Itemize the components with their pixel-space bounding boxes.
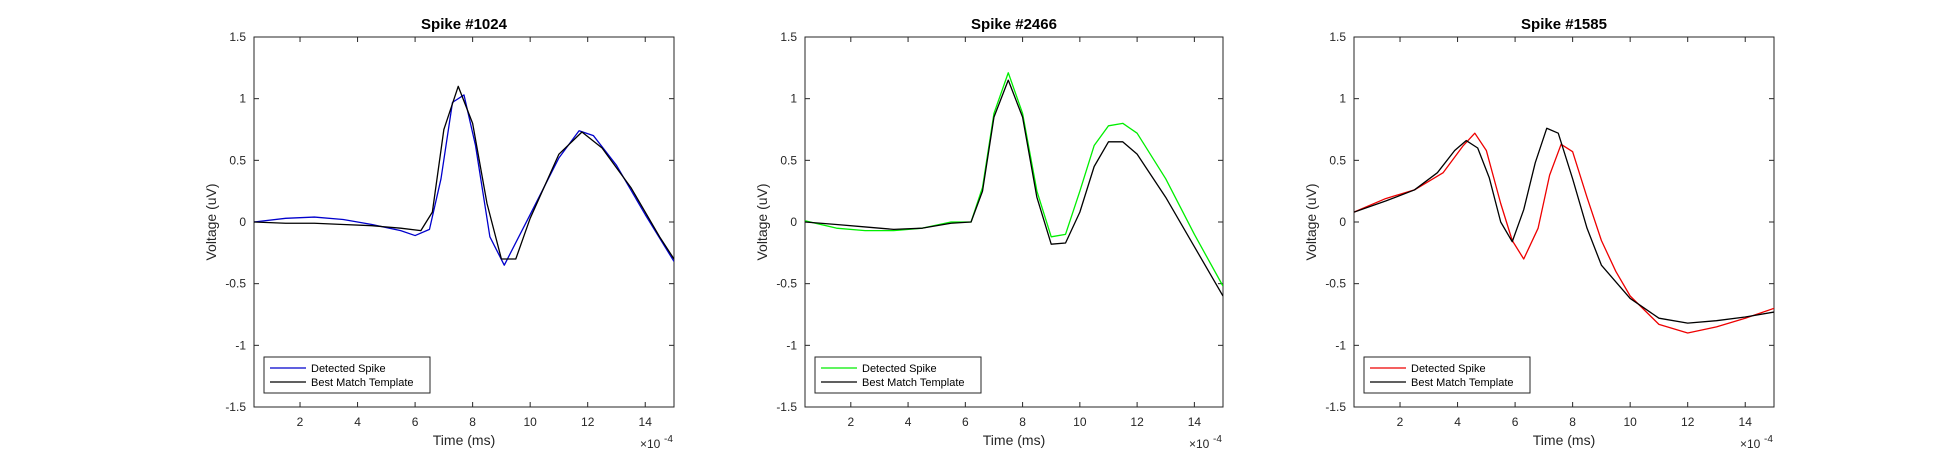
chart-title: Spike #1585 [1521, 16, 1607, 33]
x-tick-label: 10 [1073, 415, 1087, 429]
chart-panel-2: Spike #2466 -1.5 -1 -0.5 0 0.5 1 1.5 2 4 6 8 10 12 14 T… [754, 16, 1224, 451]
y-tick-label: -1.5 [776, 400, 797, 414]
x-tick-label: 14 [639, 415, 653, 429]
x-tick-label: 2 [1397, 415, 1404, 429]
y-axis-label: Voltage (uV) [203, 183, 219, 260]
y-tick-label: 1.5 [1329, 30, 1346, 44]
y-axis-label: Voltage (uV) [1303, 183, 1319, 260]
chart-panel-1: Spike #1024 -1.5 -1 -0.5 0 0.5 1 1.5 2 4 6 8 10 12 14 T… [203, 16, 675, 451]
y-tick-label: -0.5 [1325, 277, 1346, 291]
x-tick-label: 12 [1681, 415, 1695, 429]
x-tick-label: 8 [1019, 415, 1026, 429]
y-tick-label: 1 [790, 92, 797, 106]
legend-box [263, 356, 431, 394]
y-tick-label: 1.5 [229, 30, 246, 44]
x-tick-label: 8 [469, 415, 476, 429]
chart-title: Spike #2466 [971, 16, 1057, 33]
y-tick-label: -1 [235, 338, 246, 352]
legend-entry: Best Match Template [311, 377, 414, 389]
axes-box [804, 36, 1224, 408]
x-tick-label: 10 [1623, 415, 1637, 429]
x-tick-label: 6 [412, 415, 419, 429]
series-line-best-match-template [805, 79, 1223, 297]
y-tick-label: 0.5 [1329, 153, 1346, 167]
x-tick-label: 14 [1188, 415, 1202, 429]
y-tick-label: -1 [1335, 338, 1346, 352]
y-tick-label: 1.5 [780, 30, 797, 44]
x-exponent-label: ×10 [640, 437, 661, 451]
x-tick-label: 2 [297, 415, 304, 429]
y-tick-label: 1 [239, 92, 246, 106]
legend: Detected Spike Best Match Template [1363, 356, 1531, 394]
y-tick-label: 0.5 [780, 153, 797, 167]
x-tick-label: 12 [1130, 415, 1144, 429]
y-axis-label: Voltage (uV) [754, 183, 770, 260]
x-exponent-power: -4 [1764, 434, 1773, 445]
y-tick-label: -0.5 [225, 277, 246, 291]
legend-entry: Detected Spike [311, 363, 386, 375]
x-tick-label: 8 [1569, 415, 1576, 429]
series-line-best-match-template [1354, 127, 1774, 324]
legend-box [1363, 356, 1531, 394]
axes-box [1353, 36, 1775, 408]
y-tick-label: 0.5 [229, 153, 246, 167]
legend-entry: Detected Spike [1411, 363, 1486, 375]
y-tick-label: -1.5 [1325, 400, 1346, 414]
chart-panel-3: Spike #1585 -1.5 -1 -0.5 0 0.5 1 1.5 2 4 6 8 10 12 14 T… [1303, 16, 1775, 451]
series-line-detected-spike [1354, 132, 1774, 334]
series-line-best-match-template [254, 85, 674, 260]
x-axis-label: Time (ms) [433, 432, 495, 448]
x-tick-label: 6 [1512, 415, 1519, 429]
x-axis-label: Time (ms) [983, 432, 1045, 448]
x-exponent-label: ×10 [1189, 437, 1210, 451]
y-tick-label: 0 [1339, 215, 1346, 229]
x-tick-label: 10 [523, 415, 537, 429]
x-tick-label: 4 [1454, 415, 1461, 429]
x-axis-label: Time (ms) [1533, 432, 1595, 448]
y-tick-label: -1.5 [225, 400, 246, 414]
x-tick-label: 4 [905, 415, 912, 429]
x-tick-label: 12 [581, 415, 595, 429]
panels: Spike #1024-1.5-1-0.500.511.52 4 6 8 10 12 14T… [203, 16, 1775, 451]
legend: Detected Spike Best Match Template [814, 356, 982, 394]
legend-box [814, 356, 982, 394]
x-tick-label: 4 [354, 415, 361, 429]
x-exponent-power: -4 [664, 434, 673, 445]
x-tick-label: 6 [962, 415, 969, 429]
y-tick-label: -1 [786, 338, 797, 352]
legend-entry: Best Match Template [1411, 377, 1514, 389]
x-exponent-power: -4 [1213, 434, 1222, 445]
y-tick-label: -0.5 [776, 277, 797, 291]
x-exponent-label: ×10 [1740, 437, 1761, 451]
x-tick-label: 2 [847, 415, 854, 429]
legend-entry: Best Match Template [862, 377, 965, 389]
chart-title: Spike #1024 [421, 16, 508, 33]
y-tick-label: 0 [790, 215, 797, 229]
y-tick-label: 1 [1339, 92, 1346, 106]
legend-entry: Detected Spike [862, 363, 937, 375]
y-tick-label: 0 [239, 215, 246, 229]
series-line-detected-spike [254, 94, 674, 266]
axes-box [253, 36, 675, 408]
x-tick-label: 14 [1739, 415, 1753, 429]
legend: Detected Spike Best Match Template [263, 356, 431, 394]
